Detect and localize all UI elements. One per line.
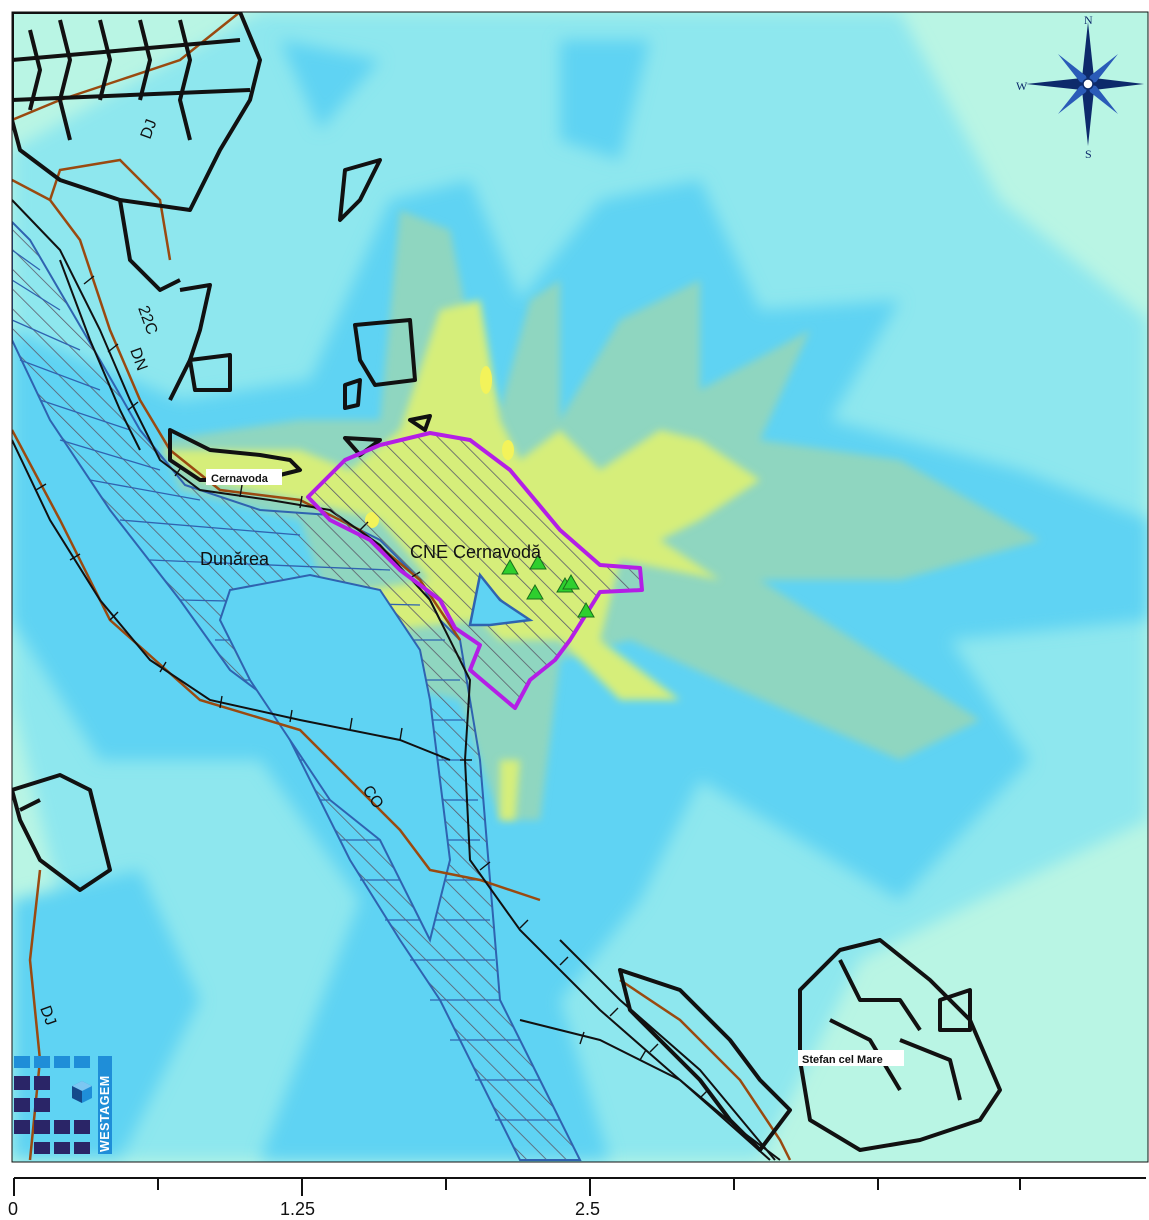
compass-rose-icon: [1026, 22, 1144, 146]
westagem-logo-icon: WESTAGEM: [14, 1056, 112, 1154]
town-label-stefan-text: Stefan cel Mare: [802, 1054, 883, 1066]
receptor-markers: [501, 553, 595, 618]
road-label-dn: DN: [126, 346, 150, 374]
receptor-icon: [562, 573, 580, 590]
town-outlines: [12, 12, 1002, 1152]
town-label-cernavoda-text: Cernavoda: [211, 473, 269, 485]
compass-west-label: W: [1016, 79, 1028, 93]
road-label-dj-bottom: DJ: [36, 1004, 59, 1028]
plant-label: CNE Cernavodă: [410, 542, 542, 562]
receptor-icon: [526, 583, 544, 600]
river-label: Dunărea: [200, 549, 270, 569]
compass-north-label: N: [1084, 13, 1093, 27]
cne-cernavoda-site: [306, 431, 644, 710]
scale-tick-1: 1.25: [280, 1199, 315, 1219]
road-label-dj-top: DJ: [138, 117, 161, 141]
map-frame: [11, 11, 1149, 1163]
scale-tick-0: 0: [8, 1199, 18, 1219]
scale-tick-2: 2.5: [575, 1199, 600, 1219]
compass-south-label: S: [1085, 147, 1092, 161]
danube-river: [12, 220, 582, 1161]
logo-text: WESTAGEM: [98, 1075, 112, 1152]
receptor-icon: [529, 553, 547, 570]
receptor-icon: [577, 601, 595, 618]
scale-bar: [13, 1177, 1146, 1196]
town-label-cernavoda: Cernavoda: [206, 469, 282, 485]
town-label-stefan: Stefan cel Mare: [798, 1050, 904, 1066]
receptor-icon: [501, 558, 519, 575]
